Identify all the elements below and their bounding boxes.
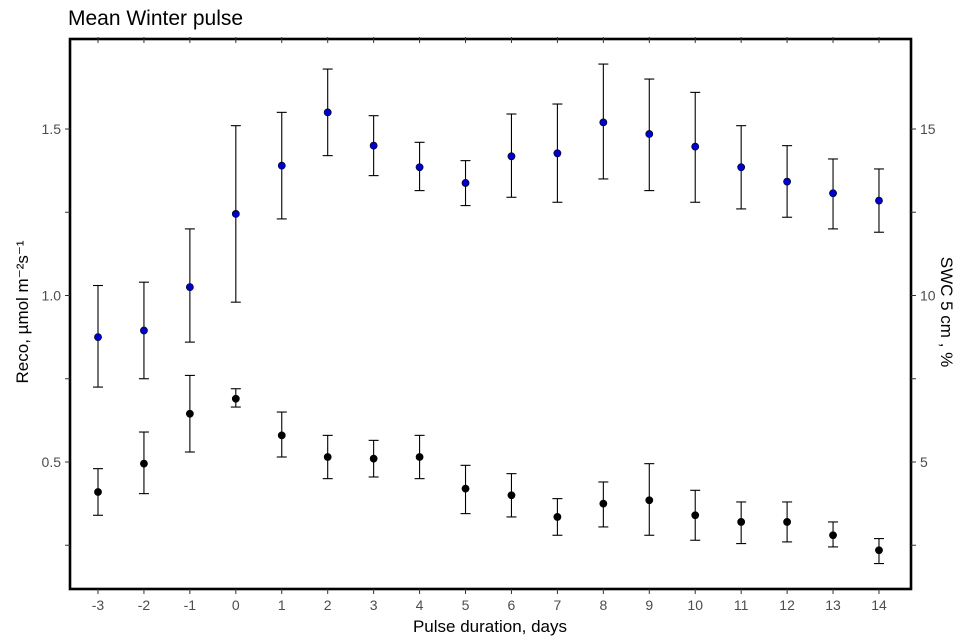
- data-point: [415, 163, 424, 172]
- data-point: [783, 177, 791, 186]
- data-point: [645, 496, 654, 505]
- left-y-tick-label: 1.0: [42, 288, 62, 304]
- data-point: [94, 333, 102, 342]
- series-right: [93, 63, 884, 388]
- chart-title: Mean Winter pulse: [68, 7, 243, 30]
- data-point: [645, 130, 654, 138]
- data-point: [231, 210, 240, 218]
- x-tick-label: 1: [278, 597, 286, 613]
- x-tick-label: 7: [554, 597, 562, 613]
- series-layer: [93, 63, 884, 565]
- right-y-axis-label: SWC 5 cm , %: [937, 257, 956, 368]
- data-point: [323, 108, 332, 117]
- data-point: [599, 499, 608, 508]
- x-tick-label: 3: [370, 597, 378, 613]
- data-point: [369, 454, 378, 463]
- data-point: [461, 484, 470, 493]
- left-y-tick-label: 0.5: [42, 454, 62, 470]
- right-y-tick-label: 5: [920, 454, 928, 470]
- data-point: [553, 149, 562, 158]
- x-tick-label: 6: [508, 597, 516, 613]
- x-tick-label: 0: [232, 597, 240, 613]
- data-point: [231, 394, 240, 403]
- x-tick-label: 14: [871, 597, 887, 613]
- data-point: [875, 546, 883, 555]
- data-point: [829, 189, 837, 198]
- data-point: [323, 453, 332, 461]
- x-tick-label: 5: [462, 597, 470, 613]
- data-point: [691, 511, 700, 520]
- x-tick-label: 11: [734, 597, 749, 613]
- data-point: [553, 513, 562, 521]
- data-point: [691, 142, 700, 151]
- data-point: [507, 491, 516, 500]
- x-tick-label: 2: [324, 597, 332, 613]
- right-y-axis: 5 10 15: [911, 121, 936, 546]
- data-point: [140, 459, 148, 468]
- x-axis-label: Pulse duration, days: [413, 617, 567, 636]
- data-point: [277, 431, 286, 440]
- x-tick-label: -2: [138, 597, 151, 613]
- series-left: [93, 374, 884, 565]
- data-point: [783, 518, 791, 526]
- data-point: [140, 326, 148, 335]
- x-tick-label: -3: [92, 597, 105, 613]
- data-point: [461, 179, 470, 187]
- data-point: [415, 453, 424, 461]
- right-y-tick-label: 15: [920, 121, 936, 137]
- data-point: [185, 283, 194, 292]
- x-axis: -3 -2 -1 0 1 2 3 4 5 6 7 8 9 10 11 12 13 14: [92, 37, 887, 613]
- data-point: [94, 488, 102, 496]
- left-y-tick-label: 1.5: [42, 121, 62, 137]
- data-point: [185, 409, 194, 418]
- x-tick-label: 4: [416, 597, 424, 613]
- left-y-axis: 0.5 1.0 1.5: [42, 121, 70, 546]
- x-tick-label: 10: [687, 597, 703, 613]
- data-point: [369, 141, 378, 150]
- data-point: [277, 161, 286, 170]
- left-y-axis-label: Reco, µmol m⁻²s⁻¹: [13, 240, 32, 383]
- right-y-tick-label: 10: [920, 288, 936, 304]
- x-tick-label: -1: [184, 597, 197, 613]
- data-point: [875, 196, 883, 205]
- data-point: [507, 152, 516, 161]
- data-point: [737, 518, 746, 526]
- data-point: [737, 163, 746, 172]
- data-point: [829, 531, 837, 540]
- data-point: [599, 118, 608, 127]
- plot-border: [68, 37, 913, 591]
- x-tick-label: 9: [645, 597, 653, 613]
- x-tick-label: 8: [599, 597, 607, 613]
- x-tick-label: 12: [779, 597, 795, 613]
- plot-frame: [68, 37, 913, 591]
- x-tick-label: 13: [825, 597, 841, 613]
